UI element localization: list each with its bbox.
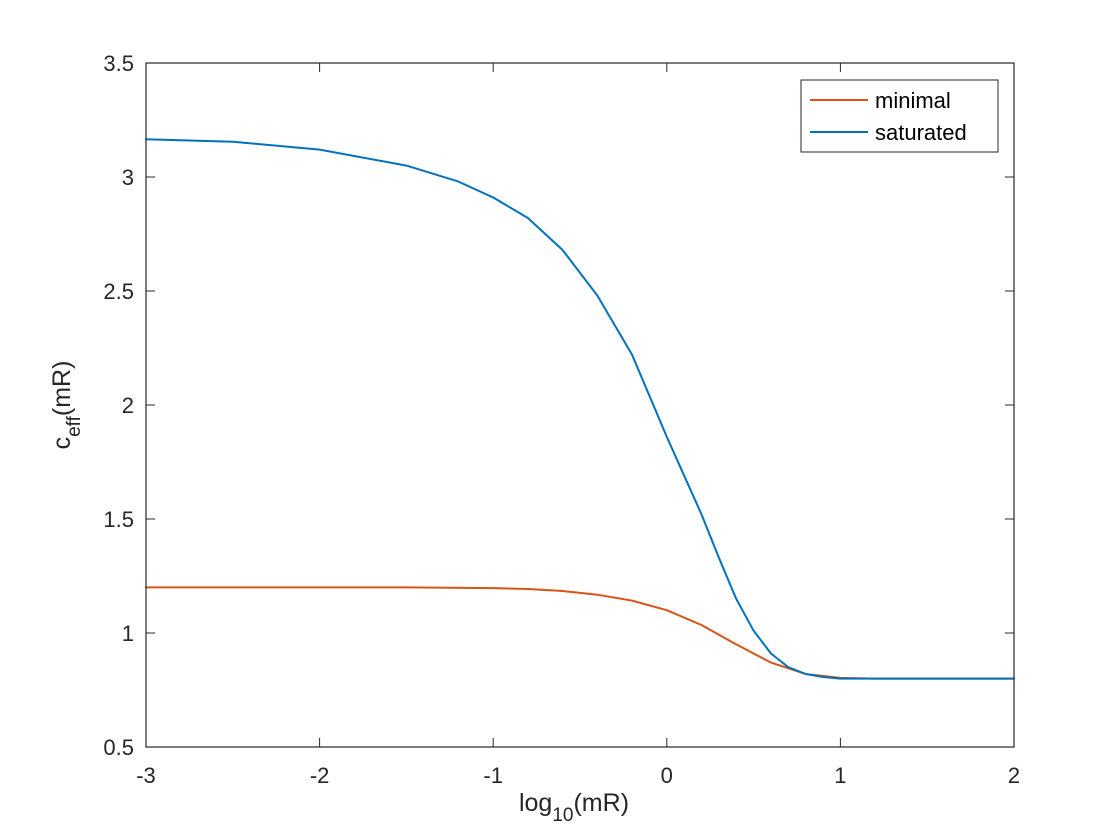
y-tick-label: 3.5 bbox=[103, 51, 134, 76]
y-tick-label: 2 bbox=[122, 393, 134, 418]
y-tick-label: 0.5 bbox=[103, 735, 134, 760]
y-axis-label-base: c bbox=[48, 437, 76, 450]
x-axis-label: log10(mR) bbox=[519, 789, 629, 826]
x-tick-label: 0 bbox=[661, 763, 673, 788]
x-axis-label-rest: (mR) bbox=[573, 789, 629, 817]
y-tick-label: 1.5 bbox=[103, 507, 134, 532]
x-axis-label-sub: 10 bbox=[552, 805, 573, 826]
legend-label-saturated: saturated bbox=[875, 120, 967, 145]
series-line-saturated bbox=[145, 138, 1015, 680]
plot-area bbox=[146, 63, 1014, 747]
x-tick-label: 1 bbox=[834, 763, 846, 788]
x-tick-label: -1 bbox=[483, 763, 503, 788]
plot-frame bbox=[145, 62, 1015, 748]
series-layer bbox=[145, 138, 1015, 680]
y-tick-label: 1 bbox=[122, 621, 134, 646]
y-tick-label: 3 bbox=[122, 165, 134, 190]
ticks-layer: -3 -2 -1 0 1 2 0.5 1 1.5 2 2.5 3 3.5 bbox=[103, 51, 1020, 788]
x-axis-label-base: log bbox=[519, 789, 552, 817]
legend-box bbox=[800, 79, 999, 153]
x-tick-label: -3 bbox=[136, 763, 156, 788]
y-axis-label-rest: (mR) bbox=[48, 361, 76, 417]
y-axis-label: ceff(mR) bbox=[48, 361, 85, 450]
y-axis-label-sub: eff bbox=[64, 415, 85, 437]
x-tick-label: -2 bbox=[310, 763, 330, 788]
legend: minimal saturated bbox=[800, 79, 999, 153]
y-tick-label: 2.5 bbox=[103, 279, 134, 304]
x-tick-label: 2 bbox=[1008, 763, 1020, 788]
legend-label-minimal: minimal bbox=[875, 88, 951, 113]
